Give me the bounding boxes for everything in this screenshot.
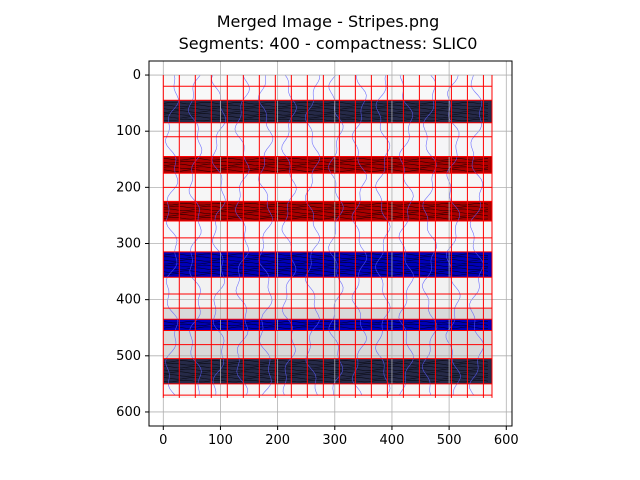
x-tick-label: 500 [437,433,462,448]
contour-line [188,75,203,396]
x-tick-label: 300 [322,433,347,448]
contour-line [351,75,368,396]
y-tick-label: 100 [116,124,141,139]
chart-title-line1: Merged Image - Stripes.png [217,12,440,31]
y-tick-label: 0 [133,68,141,83]
x-tick-label: 0 [159,433,167,448]
contour-line [211,75,227,396]
x-tick-label: 100 [208,433,233,448]
x-tick-label: 400 [380,433,405,448]
stripe-8 [163,277,492,309]
y-tick-label: 500 [116,349,141,364]
x-tick-label: 200 [265,433,290,448]
contour-line [281,75,297,396]
stripe-0 [163,75,492,101]
plot-area: 0 100 200 300 400 500 600 0 100 200 300 400 500 600 [116,60,519,448]
stripe-2 [163,122,492,157]
y-tick-label: 200 [116,180,141,195]
stripe-12 [163,358,492,384]
stripe-9 [163,308,492,320]
stripe-1 [163,100,492,123]
contour-line [468,75,485,396]
stripe-13 [163,383,492,398]
contour-line [445,75,461,396]
y-tick-label: 300 [116,237,141,252]
contour-line [375,75,391,396]
stripe-10 [163,319,492,331]
stripe-6 [163,221,492,252]
x-tick-label: 600 [494,433,519,448]
stripe-7 [163,251,492,278]
contour-lines [165,75,485,396]
contour-line [165,75,179,396]
contour-line [234,75,250,396]
y-tick-label: 600 [116,405,141,420]
contour-line [398,75,414,396]
contour-line [304,75,321,396]
contour-line [422,75,438,396]
segment-boundaries [162,75,493,398]
y-tick-label: 400 [116,293,141,308]
chart-title-line2: Segments: 400 - compactness: SLIC0 [179,34,478,53]
